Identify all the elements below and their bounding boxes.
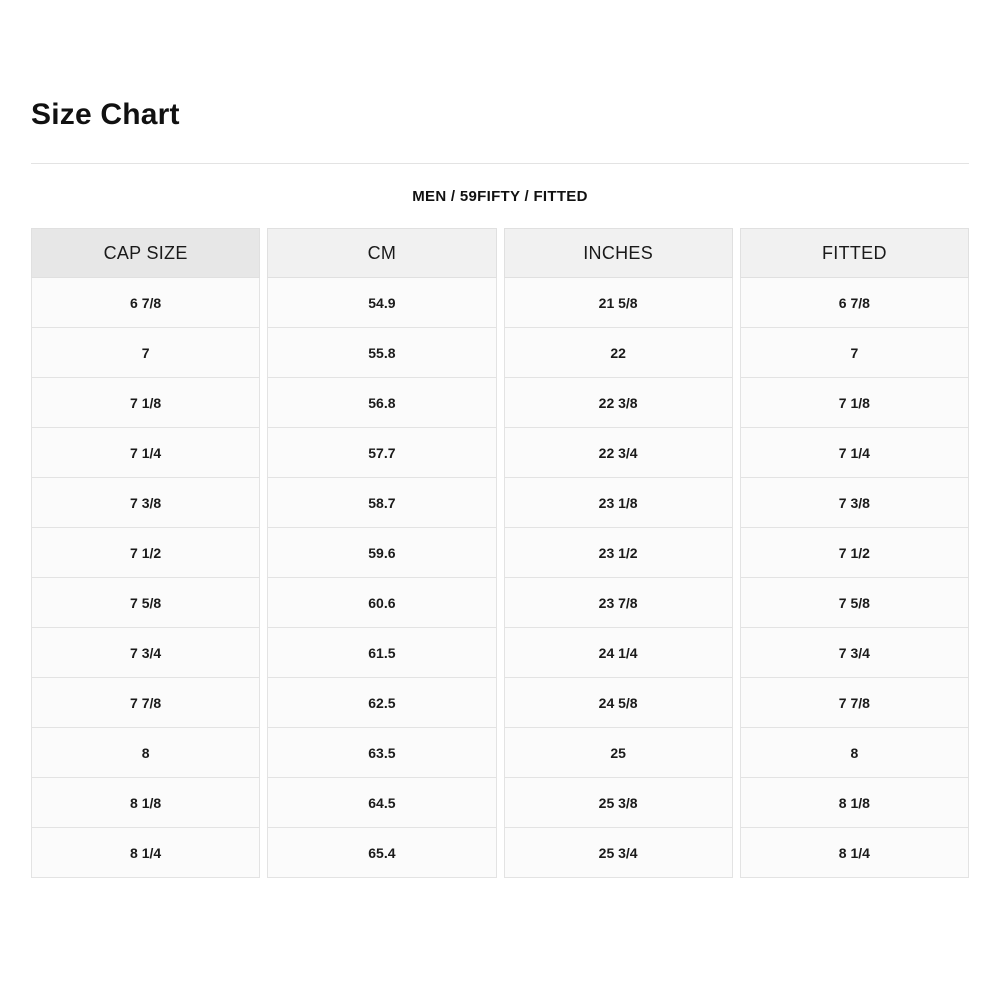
table-cell: 7 3/8 [31, 478, 261, 528]
table-cell: 23 1/2 [503, 528, 733, 578]
table-cell: 8 1/4 [739, 828, 969, 878]
column-header-fitted: FITTED [739, 228, 969, 278]
table-cell: 56.8 [267, 378, 497, 428]
table-cell: 7 1/4 [31, 428, 261, 478]
table-cell: 60.6 [267, 578, 497, 628]
table-cell: 22 [503, 328, 733, 378]
size-chart-table: CAP SIZE CM INCHES FITTED 6 7/8 54.9 21 … [31, 228, 969, 878]
table-cell: 54.9 [267, 278, 497, 328]
table-cell: 57.7 [267, 428, 497, 478]
table-cell: 7 3/4 [31, 628, 261, 678]
title-divider [31, 163, 969, 164]
table-cell: 55.8 [267, 328, 497, 378]
table-cell: 8 1/8 [739, 778, 969, 828]
page-title: Size Chart [31, 98, 180, 131]
table-cell: 7 [31, 328, 261, 378]
table-cell: 7 1/2 [31, 528, 261, 578]
table-cell: 6 7/8 [739, 278, 969, 328]
table-cell: 25 3/4 [503, 828, 733, 878]
table-cell: 7 1/8 [31, 378, 261, 428]
column-header-cap-size: CAP SIZE [31, 228, 261, 278]
table-subtitle: MEN / 59FIFTY / FITTED [412, 188, 588, 205]
table-cell: 8 1/4 [31, 828, 261, 878]
table-cell: 7 [739, 328, 969, 378]
table-cell: 21 5/8 [503, 278, 733, 328]
size-chart-page: Size Chart MEN / 59FIFTY / FITTED CAP SI… [31, 0, 969, 878]
table-cell: 8 [739, 728, 969, 778]
table-cell: 8 [31, 728, 261, 778]
table-cell: 7 5/8 [31, 578, 261, 628]
column-header-inches: INCHES [503, 228, 733, 278]
table-cell: 64.5 [267, 778, 497, 828]
table-cell: 23 7/8 [503, 578, 733, 628]
table-cell: 25 3/8 [503, 778, 733, 828]
table-cell: 24 1/4 [503, 628, 733, 678]
table-cell: 62.5 [267, 678, 497, 728]
table-cell: 7 3/8 [739, 478, 969, 528]
table-cell: 24 5/8 [503, 678, 733, 728]
table-cell: 25 [503, 728, 733, 778]
table-cell: 61.5 [267, 628, 497, 678]
table-cell: 7 7/8 [739, 678, 969, 728]
table-cell: 8 1/8 [31, 778, 261, 828]
table-cell: 58.7 [267, 478, 497, 528]
table-cell: 7 1/4 [739, 428, 969, 478]
table-cell: 23 1/8 [503, 478, 733, 528]
table-cell: 22 3/4 [503, 428, 733, 478]
table-cell: 59.6 [267, 528, 497, 578]
table-cell: 65.4 [267, 828, 497, 878]
table-cell: 7 5/8 [739, 578, 969, 628]
column-header-cm: CM [267, 228, 497, 278]
table-cell: 6 7/8 [31, 278, 261, 328]
table-cell: 7 1/8 [739, 378, 969, 428]
table-cell: 7 1/2 [739, 528, 969, 578]
table-cell: 7 7/8 [31, 678, 261, 728]
table-cell: 22 3/8 [503, 378, 733, 428]
table-cell: 63.5 [267, 728, 497, 778]
table-cell: 7 3/4 [739, 628, 969, 678]
